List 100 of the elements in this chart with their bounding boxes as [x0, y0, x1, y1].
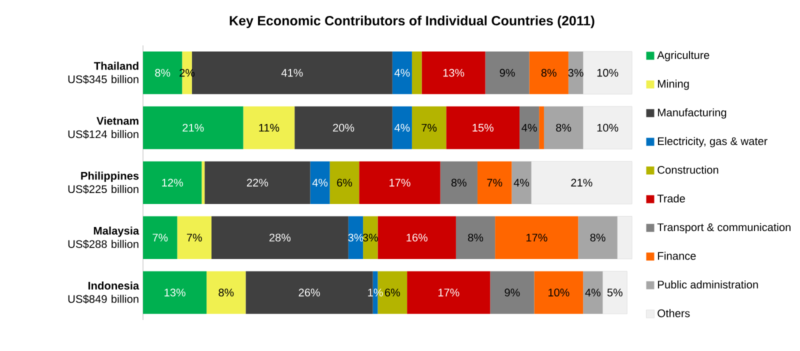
data-label: 4% — [522, 124, 537, 132]
data-label: 8% — [468, 234, 484, 242]
data-label: 1% — [368, 288, 383, 296]
data-label: 7% — [152, 234, 168, 242]
bar — [440, 161, 478, 204]
bar — [202, 161, 205, 204]
legend-label: Mining — [658, 80, 689, 90]
data-label: 10% — [597, 68, 618, 77]
bar — [206, 271, 246, 314]
data-label: 6% — [385, 288, 400, 296]
bar — [602, 271, 628, 314]
legend-label: Trade — [657, 194, 685, 202]
data-label: 12% — [162, 178, 183, 187]
data-label: 21% — [182, 124, 204, 132]
bar — [512, 161, 532, 204]
bar — [412, 106, 446, 150]
bar — [143, 161, 202, 204]
data-label: 13% — [164, 288, 186, 296]
data-label: 8% — [541, 68, 556, 77]
bar — [363, 216, 378, 259]
data-label: 9% — [500, 68, 515, 77]
bar — [143, 106, 244, 150]
data-label: 21% — [571, 178, 592, 187]
bar — [422, 51, 486, 94]
bar — [243, 106, 295, 150]
data-label: 17% — [390, 178, 410, 187]
data-label: 7% — [422, 124, 437, 132]
bar — [310, 161, 330, 204]
bar — [520, 106, 540, 150]
bar — [407, 271, 490, 314]
data-label: 7% — [186, 234, 202, 242]
bar — [490, 271, 534, 314]
data-label: 13% — [443, 68, 464, 77]
y-tick-label: Philippines US$225 billion — [68, 172, 139, 194]
bar — [143, 216, 178, 259]
data-label: 4% — [585, 288, 600, 296]
data-label: 7% — [487, 178, 502, 187]
bar — [294, 106, 392, 150]
chart-title: Key Economic Contributors of Individual Countries (2011) — [230, 16, 594, 28]
data-label: 15% — [472, 124, 494, 132]
data-label: 9% — [504, 288, 520, 296]
data-label: 11% — [259, 124, 280, 132]
bar — [177, 216, 212, 259]
bar — [359, 161, 440, 204]
bar — [211, 216, 348, 259]
y-tick-label: Malaysia US$288 billion — [68, 226, 140, 249]
data-label: 4% — [394, 68, 410, 77]
data-label: 41% — [281, 68, 303, 77]
bar — [330, 161, 360, 204]
legend-label: Manufacturing — [658, 108, 726, 119]
data-label: 17% — [438, 288, 460, 296]
data-label: 8% — [218, 288, 234, 296]
data-label: 8% — [451, 178, 466, 187]
data-label: 3% — [362, 234, 378, 242]
y-tick-label: Vietnam US$124 billion — [68, 116, 138, 139]
bar — [544, 106, 584, 150]
bar — [392, 51, 412, 94]
bar — [578, 216, 618, 259]
bar — [392, 106, 412, 150]
data-label: 22% — [246, 178, 268, 187]
y-tick-label: Indonesia US$849 billion — [68, 282, 140, 304]
data-label: 4% — [394, 124, 410, 132]
bar — [378, 216, 456, 259]
legend-label: Electricity, gas & water — [658, 137, 768, 148]
bar — [617, 216, 632, 260]
bar — [583, 271, 603, 314]
y-tick-label: Thailand US$345 billion — [68, 62, 138, 84]
data-label: 10% — [548, 288, 570, 296]
bar — [456, 216, 496, 259]
legend-label: Agriculture — [657, 50, 710, 62]
bar — [143, 271, 207, 314]
bar — [539, 106, 544, 150]
data-label: 28% — [269, 234, 291, 242]
data-label: 20% — [333, 124, 354, 132]
data-label: 8% — [590, 234, 606, 242]
data-label: 4% — [514, 178, 530, 187]
legend-label: Others — [658, 309, 690, 318]
data-label: 5% — [607, 288, 622, 296]
bar — [495, 216, 578, 259]
bar — [412, 51, 422, 94]
bar — [534, 271, 584, 314]
data-label: 16% — [406, 234, 428, 242]
data-label: 10% — [597, 124, 618, 132]
bar — [477, 161, 512, 204]
bar — [582, 51, 632, 94]
bar — [582, 106, 632, 150]
data-label: 8% — [155, 68, 170, 77]
data-label: 26% — [298, 288, 320, 296]
data-label: 6% — [337, 178, 352, 187]
bar — [204, 161, 310, 204]
legend-label: Construction — [658, 166, 718, 174]
legend-label: Finance — [658, 252, 696, 260]
data-label: 8% — [556, 124, 572, 132]
legend-label: Public administration — [658, 280, 758, 289]
bar — [446, 106, 520, 150]
data-label: 17% — [526, 234, 548, 242]
bar — [485, 51, 530, 94]
bar — [531, 161, 632, 204]
legend-label: Transport & communication — [657, 223, 790, 234]
data-label: 4% — [312, 178, 328, 187]
